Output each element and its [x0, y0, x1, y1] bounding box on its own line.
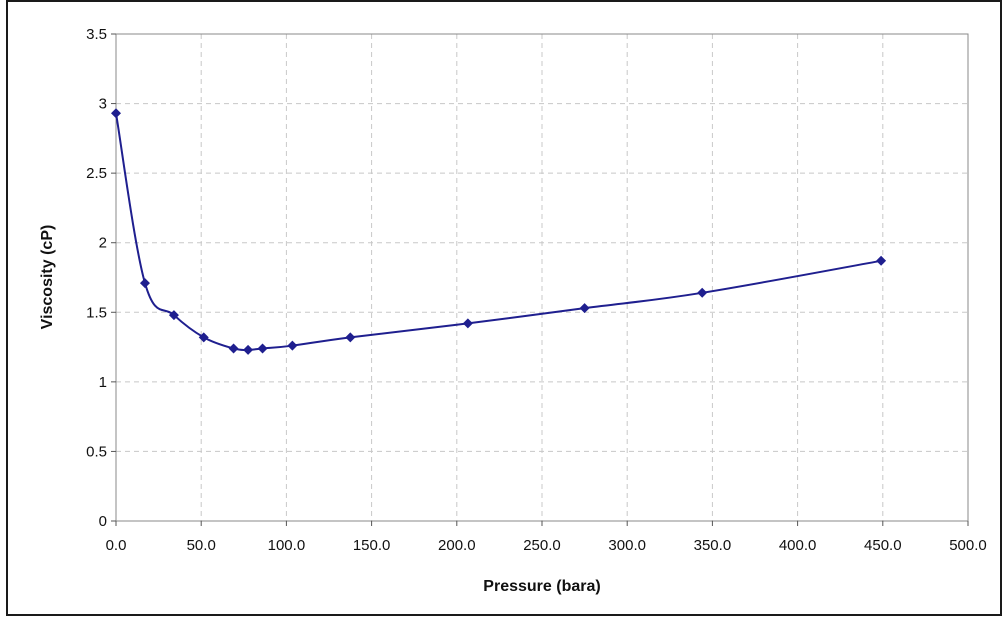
y-tick-label: 1 — [99, 374, 107, 391]
data-point — [198, 332, 209, 343]
x-tick-label: 500.0 — [949, 537, 987, 554]
data-point — [243, 344, 254, 355]
x-tick-label: 300.0 — [608, 537, 646, 554]
data-point — [257, 343, 268, 354]
data-point — [876, 255, 887, 266]
x-tick-label: 50.0 — [187, 537, 216, 554]
x-axis-ticks: 0.0 50.0 100.0 150.0 200.0 250.0 300.0 350.0 400… — [106, 521, 987, 554]
chart-frame — [6, 0, 1002, 616]
x-tick-label: 200.0 — [438, 537, 476, 554]
x-tick-label: 150.0 — [353, 537, 391, 554]
x-tick-label: 400.0 — [779, 537, 817, 554]
data-point — [462, 318, 473, 329]
x-tick-label: 100.0 — [268, 537, 306, 554]
data-point — [579, 303, 590, 314]
x-tick-label: 450.0 — [864, 537, 902, 554]
x-axis-title: Pressure (bara) — [483, 578, 600, 595]
y-tick-label: 0.5 — [86, 443, 107, 460]
y-axis-ticks: 0 0.5 1 1.5 2 2.5 3 3.5 — [86, 26, 116, 530]
y-tick-label: 3.5 — [86, 26, 107, 43]
x-tick-label: 250.0 — [523, 537, 561, 554]
data-point — [228, 343, 239, 354]
series-line — [115, 113, 882, 352]
y-axis-title: Viscosity (cP) — [39, 225, 56, 330]
y-tick-label: 2 — [99, 235, 107, 252]
y-tick-label: 3 — [99, 96, 107, 113]
y-tick-label: 1.5 — [86, 304, 107, 321]
series-markers — [111, 108, 887, 355]
y-tick-label: 0 — [99, 513, 107, 530]
x-tick-label: 0.0 — [106, 537, 127, 554]
x-tick-label: 350.0 — [694, 537, 732, 554]
data-point — [287, 340, 298, 351]
data-point — [345, 332, 356, 343]
data-point — [111, 108, 121, 119]
data-point — [697, 287, 708, 298]
y-tick-label: 2.5 — [86, 165, 107, 182]
data-point — [168, 310, 179, 321]
data-point — [139, 278, 150, 289]
grid-lines — [116, 34, 968, 521]
